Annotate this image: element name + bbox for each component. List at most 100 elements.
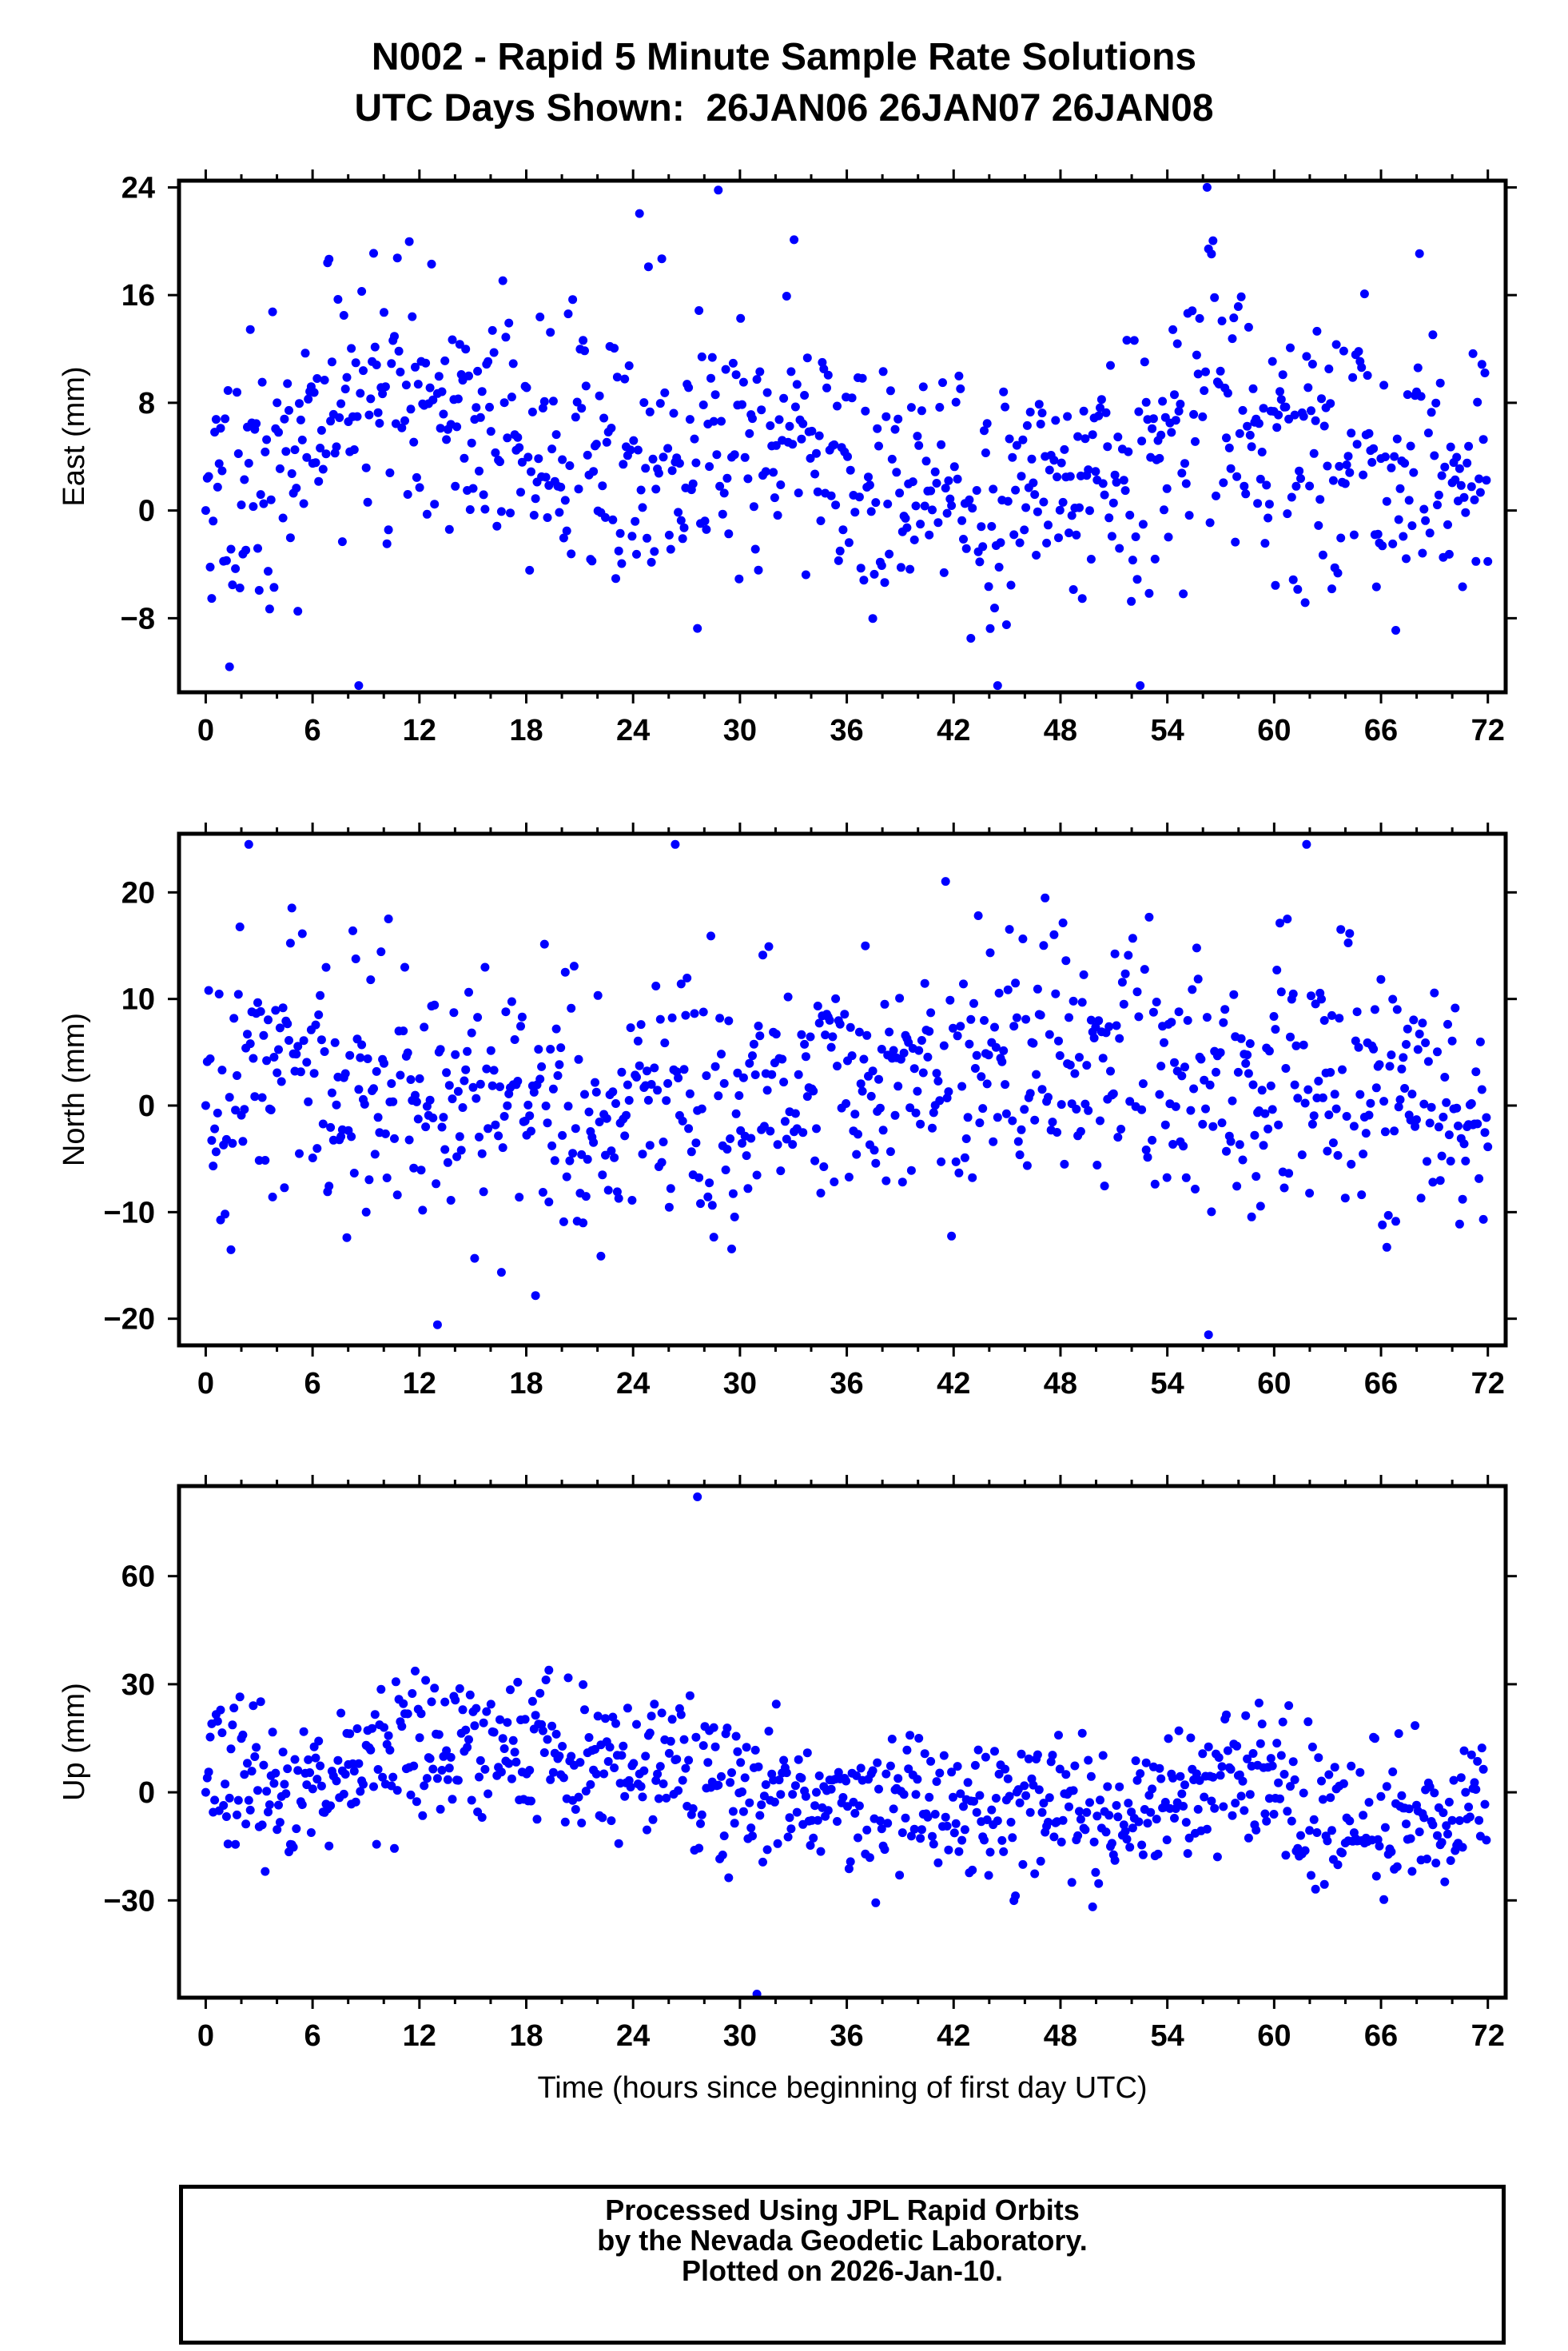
data-point: [858, 1086, 867, 1096]
data-point: [951, 1157, 961, 1166]
data-point: [262, 435, 272, 444]
data-point: [598, 1813, 607, 1823]
data-point: [1355, 1767, 1365, 1777]
data-point: [1347, 1159, 1356, 1169]
data-point: [722, 1145, 732, 1154]
data-point: [854, 1130, 862, 1139]
data-point: [420, 1781, 429, 1791]
y-tick-label: −20: [104, 1303, 155, 1337]
data-point: [472, 1094, 481, 1103]
data-point: [1039, 497, 1049, 507]
data-point: [217, 1728, 227, 1738]
data-point: [957, 516, 967, 525]
data-point: [672, 1755, 682, 1764]
data-point: [1475, 1037, 1485, 1046]
data-point: [1113, 432, 1123, 442]
data-point: [563, 1673, 573, 1683]
data-point: [1086, 555, 1096, 564]
data-point: [1131, 532, 1140, 541]
data-point: [947, 1767, 957, 1777]
data-point: [1054, 1036, 1063, 1046]
data-point: [889, 1804, 898, 1814]
data-point: [810, 1801, 820, 1811]
data-point: [1444, 1130, 1454, 1140]
data-point: [316, 1761, 325, 1771]
data-point: [1378, 541, 1387, 551]
data-point: [1086, 1771, 1096, 1781]
data-point: [1036, 1010, 1045, 1020]
data-point: [730, 1212, 739, 1221]
data-point: [1274, 1778, 1283, 1787]
data-point: [1144, 588, 1154, 598]
data-point: [675, 459, 684, 468]
data-point: [1278, 370, 1287, 380]
data-point: [1275, 387, 1284, 396]
data-point: [1030, 490, 1040, 500]
data-point: [790, 402, 800, 412]
data-point: [209, 516, 218, 526]
data-point: [535, 1074, 545, 1084]
data-point: [1257, 1086, 1267, 1095]
data-point: [1327, 1010, 1336, 1020]
data-point: [372, 1839, 381, 1849]
data-point: [217, 1066, 227, 1075]
data-point: [403, 1048, 412, 1058]
data-point: [1138, 1850, 1148, 1859]
data-point: [356, 1053, 365, 1062]
data-point: [285, 533, 295, 543]
data-point: [647, 1711, 656, 1721]
data-point: [694, 1173, 704, 1182]
data-point: [527, 407, 537, 416]
data-point: [1117, 978, 1127, 987]
data-point: [1077, 1728, 1087, 1738]
data-point: [581, 1787, 591, 1796]
data-point: [1446, 1157, 1455, 1166]
data-point: [299, 1036, 308, 1046]
data-point: [1143, 1153, 1152, 1162]
data-point: [1200, 1792, 1209, 1802]
data-point: [991, 1794, 1001, 1803]
data-point: [428, 395, 438, 404]
data-point: [953, 1762, 962, 1771]
data-point: [1268, 1105, 1277, 1114]
data-point: [1235, 1140, 1244, 1150]
data-point: [991, 1042, 1001, 1052]
y-tick-label: 8: [138, 387, 155, 420]
data-point: [253, 1786, 262, 1795]
data-point: [1297, 1150, 1307, 1160]
data-point: [1045, 1030, 1054, 1039]
data-point: [1108, 498, 1118, 508]
data-point: [812, 1124, 821, 1134]
data-point: [1164, 532, 1173, 542]
data-point: [264, 1015, 273, 1025]
data-point: [1202, 182, 1212, 192]
x-tick-label: 6: [304, 1367, 321, 1401]
data-point: [245, 1805, 255, 1815]
data-point: [1416, 392, 1426, 401]
data-point: [1103, 1782, 1112, 1791]
data-point: [714, 1780, 723, 1790]
data-point: [320, 376, 329, 385]
data-point: [764, 1727, 774, 1736]
data-point: [1339, 346, 1348, 356]
data-point: [221, 1779, 230, 1789]
data-point: [882, 1176, 891, 1185]
data-point: [1311, 416, 1320, 425]
data-point: [816, 516, 826, 525]
data-point: [489, 1066, 499, 1075]
data-point: [309, 388, 319, 397]
data-point: [427, 259, 436, 269]
data-point: [1017, 1749, 1026, 1759]
data-point: [938, 378, 947, 388]
data-point: [534, 454, 543, 464]
data-point: [802, 353, 812, 363]
data-point: [1219, 1018, 1228, 1027]
data-point: [1437, 1151, 1447, 1161]
data-point: [742, 1743, 751, 1752]
data-point: [1001, 1764, 1010, 1774]
data-point: [241, 545, 251, 555]
data-point: [274, 1045, 283, 1054]
data-point: [209, 1162, 218, 1171]
data-point: [1379, 1895, 1389, 1904]
data-point: [342, 1233, 352, 1242]
